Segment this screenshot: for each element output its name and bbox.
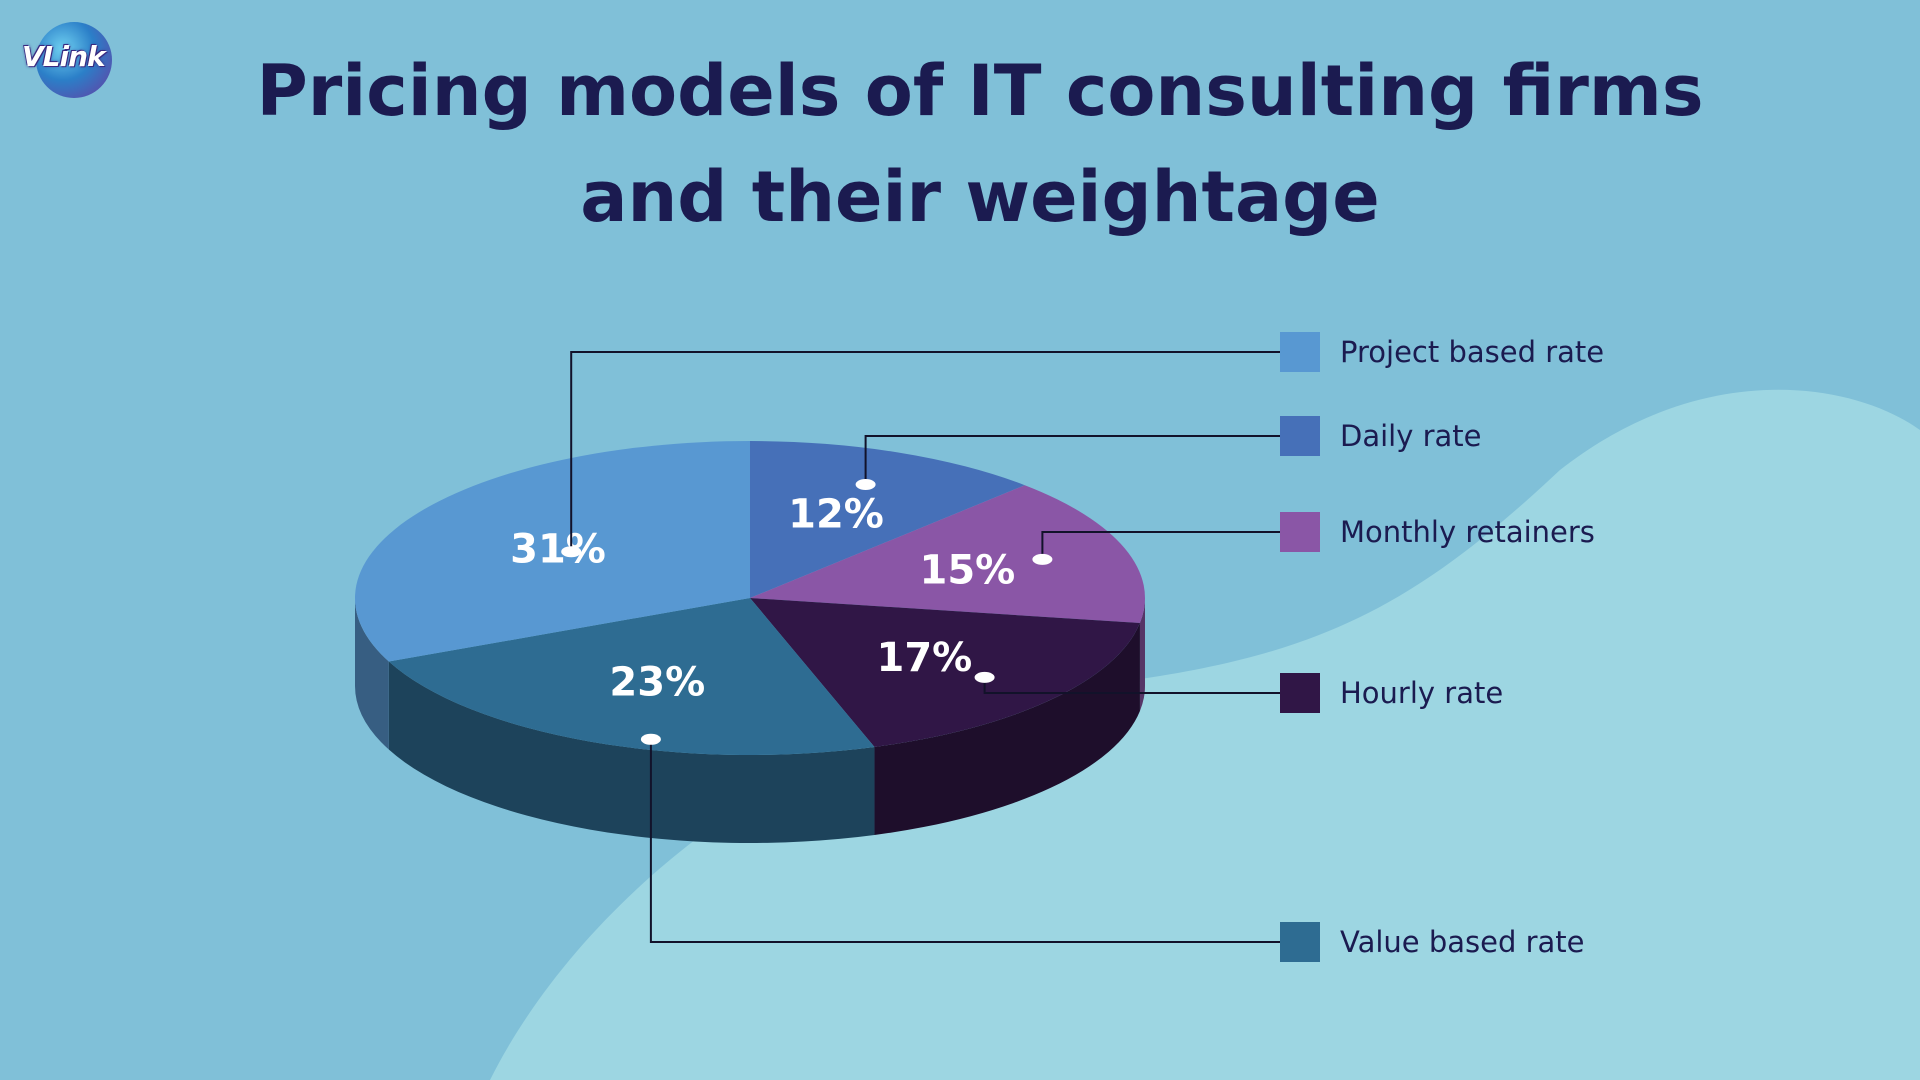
legend-label-monthly-retainers: Monthly retainers (1340, 515, 1595, 549)
leader-dot-hourly-rate (974, 671, 995, 683)
slice-value-project-based-rate: 31% (510, 526, 606, 572)
logo-text: VLink (22, 40, 106, 73)
title-line-2: and their weightage (580, 156, 1380, 238)
legend-swatch-daily-rate (1280, 416, 1320, 456)
legend-swatch-project-based-rate (1280, 332, 1320, 372)
legend-label-project-based-rate: Project based rate (1340, 335, 1604, 369)
pie-slice-daily-rate (750, 441, 1025, 598)
pie-side-monthly-retainers (1139, 598, 1145, 712)
leader-line-value-based-rate (649, 739, 1280, 943)
legend-label-daily-rate: Daily rate (1340, 419, 1482, 453)
pie-side-hourly-rate (874, 623, 1140, 836)
legend-swatch-hourly-rate (1280, 673, 1320, 713)
leader-dot-daily-rate (855, 479, 876, 490)
leader-line-daily-rate (864, 435, 1280, 485)
legend-swatch-value-based-rate (1280, 922, 1320, 962)
pie-slice-hourly-rate (750, 598, 1140, 748)
pie-slice-monthly-retainers (750, 485, 1145, 624)
chart-title: Pricing models of IT consulting firms an… (0, 38, 1920, 250)
legend-swatch-monthly-retainers (1280, 512, 1320, 552)
legend-label-value-based-rate: Value based rate (1340, 925, 1585, 959)
pie-slice-project-based-rate (355, 441, 750, 662)
pie-side-project-based-rate (355, 598, 389, 750)
slice-value-hourly-rate: 17% (877, 635, 973, 681)
title-line-1: Pricing models of IT consulting firms (256, 50, 1704, 132)
leader-dot-project-based-rate (561, 546, 582, 558)
pie-side-value-based-rate (388, 661, 875, 844)
vlink-logo: VLink (18, 18, 138, 108)
leader-line-project-based-rate (570, 351, 1280, 552)
leader-dot-value-based-rate (640, 733, 661, 745)
legend-label-hourly-rate: Hourly rate (1340, 676, 1503, 710)
leader-dot-monthly-retainers (1032, 553, 1053, 565)
slice-value-monthly-retainers: 15% (920, 547, 1016, 593)
globe-icon (36, 22, 112, 98)
pie-slice-value-based-rate (388, 598, 875, 756)
leader-line-monthly-retainers (1041, 531, 1280, 560)
slice-value-value-based-rate: 23% (609, 659, 705, 705)
slice-value-daily-rate: 12% (788, 492, 884, 538)
